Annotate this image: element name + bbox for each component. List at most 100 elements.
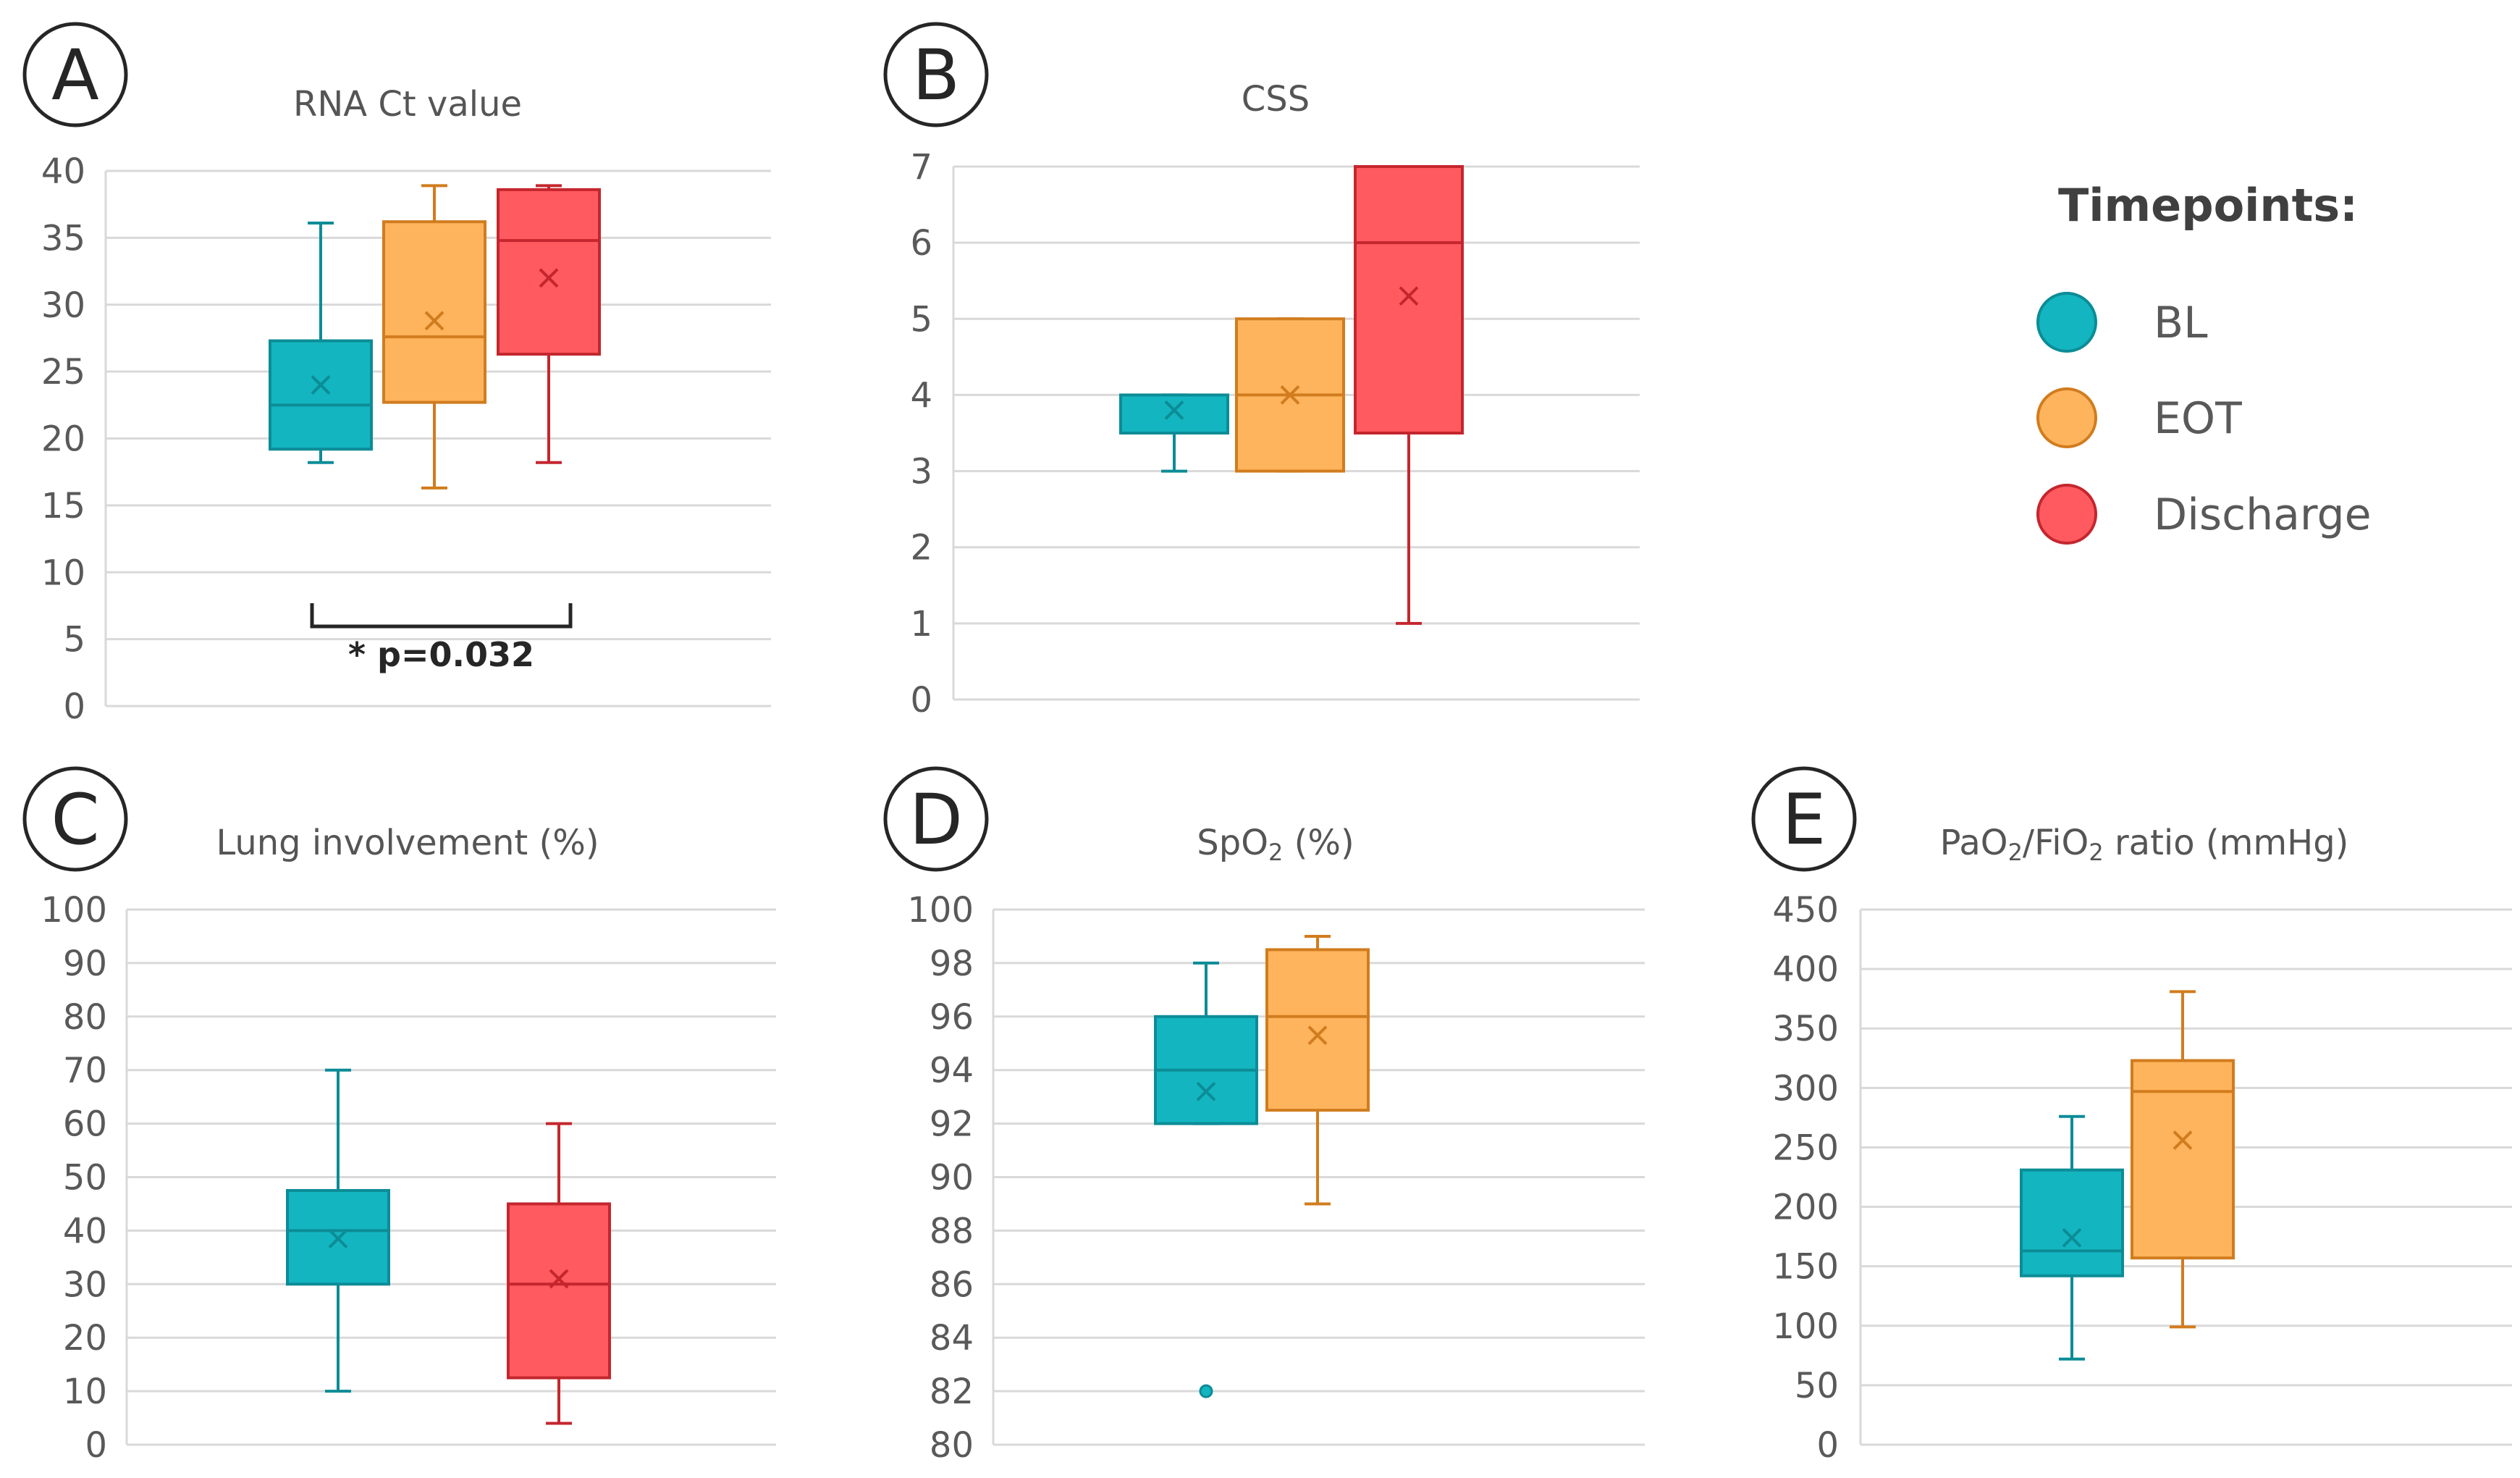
- y-tick-label: 98: [930, 944, 974, 984]
- legend-swatch-discharge: [2036, 484, 2097, 545]
- legend-item-bl: BL: [2036, 292, 2208, 353]
- box-iqr: [497, 188, 601, 356]
- panel-e: E PaO2/FiO2 ratio (mmHg) 0 50 100 150 200 250 30…: [1751, 766, 2512, 1466]
- y-tick-label: 92: [930, 1104, 974, 1145]
- legend-title: Timepoints:: [2058, 179, 2358, 232]
- y-tick-label: 150: [1772, 1247, 1839, 1288]
- y-tick-label: 100: [41, 890, 107, 931]
- mean-marker: [539, 268, 559, 288]
- outlier-point: [1199, 1384, 1213, 1398]
- panel-a: A RNA Ct value 0 5 10 15 20 25 30 35 40 * p=0.032: [22, 22, 771, 727]
- mean-marker: [2173, 1130, 2193, 1151]
- box-iqr: [1119, 393, 1229, 435]
- box-bl: [1154, 961, 1258, 1398]
- panel-title: CSS: [1242, 79, 1310, 119]
- y-tick-label: 20: [63, 1318, 107, 1359]
- box-bl: [1119, 393, 1229, 473]
- y-tick-label: 40: [41, 151, 85, 192]
- legend: Timepoints: BL EOT Discharge: [2036, 179, 2372, 545]
- box-bl: [2020, 1114, 2124, 1361]
- y-tick-label: 50: [1795, 1366, 1839, 1406]
- y-tick-label: 94: [930, 1051, 974, 1091]
- y-tick-label: 90: [930, 1158, 974, 1198]
- y-tick-label: 84: [930, 1318, 974, 1359]
- legend-item-eot: EOT: [2036, 387, 2242, 448]
- y-tick-label: 80: [63, 997, 107, 1038]
- y-tick-label: 88: [930, 1211, 974, 1251]
- box-iqr: [1265, 948, 1370, 1112]
- y-tick-label: 0: [85, 1425, 107, 1466]
- y-tick-label: 15: [41, 486, 85, 526]
- mean-marker: [424, 311, 444, 331]
- y-tick-label: 3: [910, 452, 932, 492]
- mean-marker: [1164, 400, 1184, 420]
- box-iqr: [2020, 1168, 2124, 1277]
- y-tick-label: 96: [930, 997, 974, 1038]
- significance-bracket: * p=0.032: [310, 603, 573, 674]
- y-tick-label: 5: [63, 620, 85, 660]
- y-tick-label: 400: [1772, 949, 1839, 990]
- y-tick-label: 350: [1772, 1009, 1839, 1049]
- legend-label-eot: EOT: [2154, 393, 2242, 444]
- box-eot: [2131, 990, 2235, 1329]
- legend-label-discharge: Discharge: [2154, 490, 2372, 540]
- y-tick-label: 6: [910, 223, 932, 264]
- mean-marker: [1399, 286, 1419, 306]
- mean-marker: [311, 375, 331, 395]
- mean-marker: [1280, 385, 1300, 405]
- mean-marker: [549, 1269, 569, 1289]
- y-tick-label: 30: [41, 285, 85, 326]
- y-tick-label: 35: [41, 218, 85, 259]
- y-tick-label: 0: [910, 680, 932, 721]
- panel-d: D SpO2 (%) 80 82 84 86 88 90 92 94 96 98 100: [883, 766, 1645, 1466]
- box-discharge: [1354, 165, 1464, 625]
- panel-letter-circle: [22, 22, 128, 127]
- panel-letter: D: [909, 779, 963, 860]
- panel-letter-circle: [1751, 766, 1857, 872]
- y-tick-label: 82: [930, 1372, 974, 1412]
- y-tick-label: 30: [63, 1264, 107, 1305]
- panel-letter: B: [912, 35, 960, 116]
- panel-c: C Lung involvement (%) 0 10 20 30 40 50 60 70 80 90…: [22, 766, 776, 1466]
- y-tick-label: 200: [1772, 1188, 1839, 1228]
- mean-marker: [328, 1229, 348, 1248]
- legend-item-discharge: Discharge: [2036, 484, 2372, 545]
- panel-title: RNA Ct value: [293, 84, 522, 125]
- y-tick-label: 100: [1772, 1306, 1839, 1347]
- legend-swatch-bl: [2036, 292, 2097, 353]
- y-tick-label: 0: [63, 686, 85, 727]
- y-tick-label: 86: [930, 1264, 974, 1305]
- p-value-label: * p=0.032: [348, 635, 534, 674]
- y-tick-label: 10: [63, 1372, 107, 1412]
- box-iqr: [507, 1202, 611, 1380]
- y-tick-label: 1: [910, 604, 932, 644]
- box-iqr: [382, 220, 486, 404]
- y-tick-label: 40: [63, 1211, 107, 1251]
- legend-label-bl: BL: [2154, 298, 2208, 348]
- panel-title: SpO2 (%): [1197, 823, 1354, 866]
- panel-letter-circle: [22, 766, 128, 872]
- box-discharge: [497, 184, 601, 464]
- y-tick-label: 5: [910, 299, 932, 340]
- panel-letter: C: [51, 779, 99, 860]
- box-bl: [269, 222, 373, 464]
- bracket-line: [310, 603, 573, 629]
- box-eot: [382, 184, 486, 490]
- panel-b: B CSS 0 1 2 3 4 5 6 7: [883, 22, 1640, 721]
- mean-marker: [2062, 1227, 2082, 1248]
- y-tick-label: 2: [910, 528, 932, 568]
- panel-letter: E: [1782, 779, 1826, 860]
- y-tick-label: 20: [41, 419, 85, 460]
- y-tick-label: 250: [1772, 1128, 1839, 1168]
- panel-title: Lung involvement (%): [216, 823, 599, 863]
- y-tick-label: 7: [910, 147, 932, 188]
- box-bl: [286, 1068, 390, 1393]
- y-tick-label: 0: [1816, 1425, 1839, 1466]
- panel-title: PaO2/FiO2 ratio (mmHg): [1940, 823, 2349, 866]
- mean-marker: [1307, 1025, 1328, 1046]
- y-tick-label: 90: [63, 944, 107, 984]
- y-tick-label: 80: [930, 1425, 974, 1466]
- y-tick-label: 300: [1772, 1068, 1839, 1109]
- mean-marker: [1196, 1081, 1216, 1101]
